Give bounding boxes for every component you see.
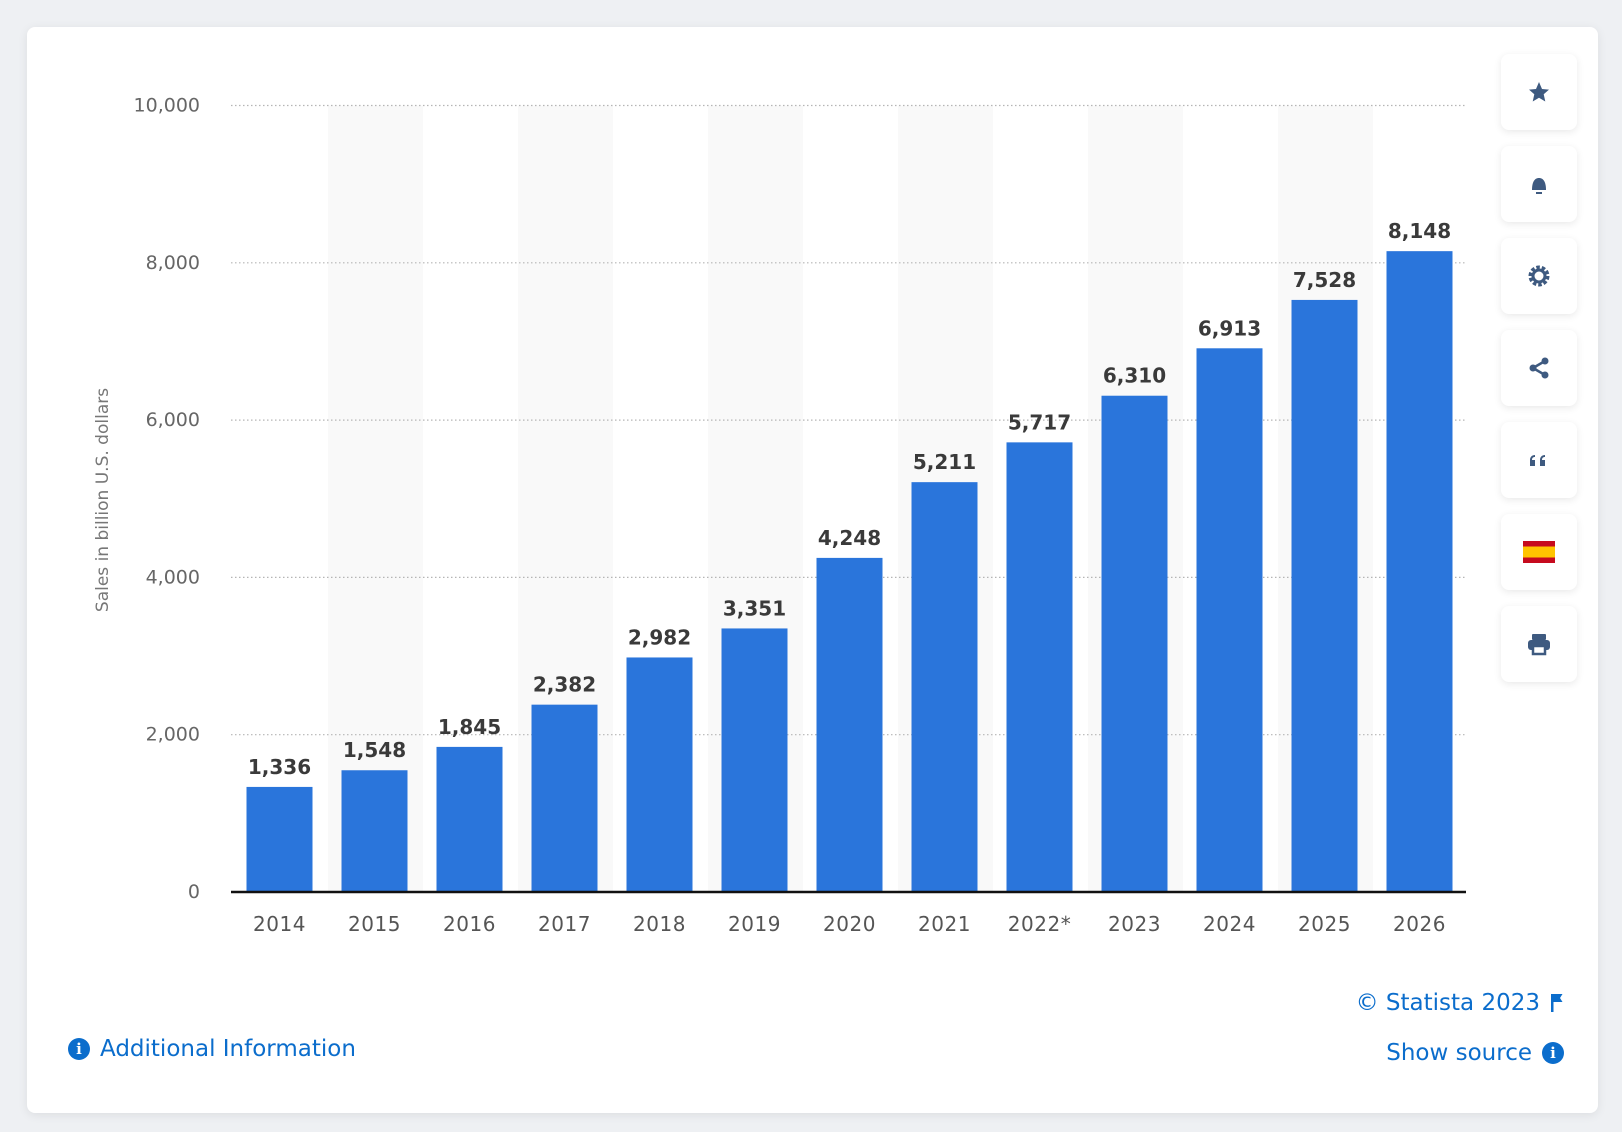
bar-2021	[911, 482, 978, 892]
bar-2014	[246, 786, 313, 892]
y-tick-label: 8,000	[146, 252, 200, 274]
language-button[interactable]	[1501, 514, 1577, 590]
show-source-text: Show source	[1386, 1040, 1532, 1066]
flag-icon	[1551, 994, 1563, 1012]
data-label: 6,310	[1103, 364, 1166, 388]
data-label: 2,982	[628, 625, 691, 649]
bar-2020	[816, 557, 883, 892]
bell-icon	[1532, 178, 1546, 194]
info-icon: i	[1542, 1042, 1564, 1064]
x-tick-label: 2018	[633, 912, 686, 936]
data-label: 1,336	[248, 755, 311, 779]
bar-2016	[436, 746, 503, 892]
x-tick-label: 2025	[1298, 912, 1351, 936]
info-icon: i	[68, 1038, 90, 1060]
additional-information-text: Additional Information	[100, 1036, 356, 1062]
y-axis-title: Sales in billion U.S. dollars	[93, 387, 113, 613]
y-tick-label: 0	[188, 881, 200, 903]
x-tick-label: 2016	[443, 912, 496, 936]
x-tick-label: 2015	[348, 912, 401, 936]
favorite-button[interactable]	[1501, 54, 1577, 130]
print-icon	[1528, 634, 1550, 656]
y-tick-label: 2,000	[146, 724, 200, 746]
data-label: 2,382	[533, 673, 596, 697]
x-tick-label: 2021	[918, 912, 971, 936]
bar-2023	[1101, 395, 1168, 892]
column-band	[328, 105, 423, 892]
bar-2018	[626, 657, 693, 892]
share-button[interactable]	[1501, 330, 1577, 406]
x-tick-label: 2026	[1393, 912, 1446, 936]
bar-2025	[1291, 299, 1358, 892]
x-tick-label: 2024	[1203, 912, 1256, 936]
data-label: 8,148	[1388, 219, 1451, 243]
bar-2019	[721, 628, 788, 892]
x-tick-label: 2023	[1108, 912, 1161, 936]
share-icon	[1529, 357, 1549, 379]
print-button[interactable]	[1501, 606, 1577, 682]
star-icon	[1529, 82, 1549, 102]
y-tick-label: 4,000	[146, 566, 200, 588]
x-tick-label: 2022*	[1008, 912, 1071, 936]
show-source-link[interactable]: Show source i	[1386, 1040, 1564, 1066]
gear-icon	[1528, 265, 1550, 287]
x-tick-label: 2014	[253, 912, 306, 936]
x-tick-label: 2017	[538, 912, 591, 936]
data-label: 6,913	[1198, 316, 1261, 340]
spain-flag-icon	[1523, 541, 1555, 563]
y-tick-label: 10,000	[134, 95, 200, 117]
additional-information-link[interactable]: i Additional Information	[68, 1036, 356, 1062]
data-label: 4,248	[818, 526, 881, 550]
x-tick-label: 2020	[823, 912, 876, 936]
x-tick-label: 2019	[728, 912, 781, 936]
quote-icon	[1530, 455, 1545, 466]
bar-2026	[1386, 251, 1453, 893]
data-label: 5,717	[1008, 410, 1071, 434]
bar-2015	[341, 770, 408, 892]
cite-button[interactable]	[1501, 422, 1577, 498]
y-tick-label: 6,000	[146, 409, 200, 431]
bar-2022*	[1006, 442, 1073, 892]
copyright-link[interactable]: © Statista 2023	[1356, 990, 1564, 1016]
bar-2017	[531, 704, 598, 892]
data-label: 1,845	[438, 715, 501, 739]
data-label: 7,528	[1293, 268, 1356, 292]
data-label: 1,548	[343, 738, 406, 762]
notification-button[interactable]	[1501, 146, 1577, 222]
bar-2024	[1196, 348, 1263, 892]
copyright-text: © Statista 2023	[1355, 990, 1540, 1016]
data-label: 3,351	[723, 596, 786, 620]
settings-button[interactable]	[1501, 238, 1577, 314]
data-label: 5,211	[913, 450, 976, 474]
